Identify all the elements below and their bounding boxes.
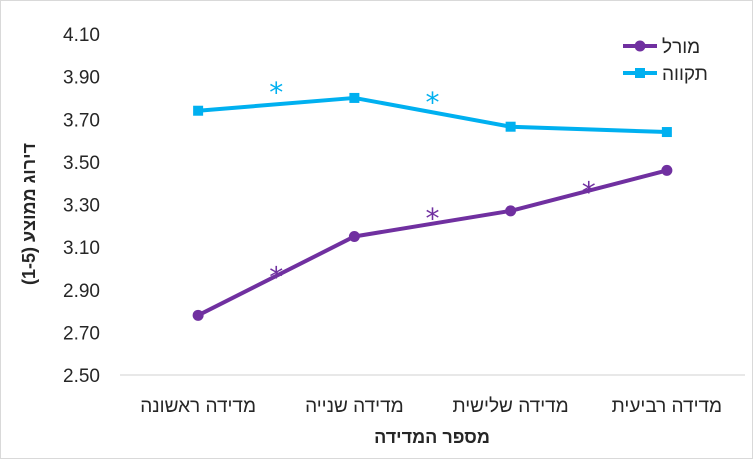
- y-axis-title: דירוג ממוצע (1-5): [19, 143, 39, 285]
- significance-star: *: [269, 261, 283, 294]
- y-tick-label: 2.50: [63, 366, 100, 387]
- series-line: [196, 168, 669, 318]
- significance-star: *: [269, 76, 283, 109]
- x-tick-label: מדידה ראשונה: [140, 396, 256, 417]
- data-point: [505, 205, 517, 217]
- x-tick-label: מדידה שלישית: [453, 396, 569, 417]
- y-tick-label: 4.10: [63, 25, 100, 46]
- legend-label: מורל: [662, 37, 700, 58]
- legend-label: תקווה: [662, 64, 708, 85]
- data-point: [661, 164, 673, 176]
- y-tick-labels: 2.50 2.70 2.90 3.10 3.30 3.50 3.70 3.90 4.10: [63, 25, 100, 387]
- y-tick-label: 2.90: [63, 281, 100, 302]
- legend: מורל תקווה: [623, 37, 708, 85]
- data-point: [193, 105, 204, 116]
- significance-star: *: [582, 175, 596, 208]
- data-point: [349, 92, 360, 103]
- y-tick-label: 3.50: [63, 153, 100, 174]
- y-tick-label: 3.10: [63, 238, 100, 259]
- legend-marker: [634, 40, 646, 52]
- x-axis-title: מספר המדידה: [374, 427, 490, 447]
- y-tick-label: 3.90: [63, 68, 100, 89]
- data-point: [192, 309, 204, 321]
- data-point: [505, 121, 516, 132]
- y-tick-label: 3.70: [63, 110, 100, 131]
- x-tick-label: מדידה רביעית: [612, 396, 722, 417]
- y-tick-label: 3.30: [63, 196, 100, 217]
- data-point: [348, 230, 360, 242]
- series-group: [192, 92, 673, 321]
- significance-star: *: [426, 202, 440, 235]
- y-tick-label: 2.70: [63, 323, 100, 344]
- significance-annotations: * * * * *: [269, 76, 596, 293]
- series-line: [196, 95, 669, 135]
- legend-marker: [635, 68, 645, 78]
- x-tick-label: מדידה שנייה: [305, 396, 404, 417]
- significance-star: *: [426, 86, 440, 119]
- data-point: [661, 127, 672, 138]
- x-tick-labels: מדידה ראשונה מדידה שנייה מדידה שלישית מדידה…: [140, 396, 722, 417]
